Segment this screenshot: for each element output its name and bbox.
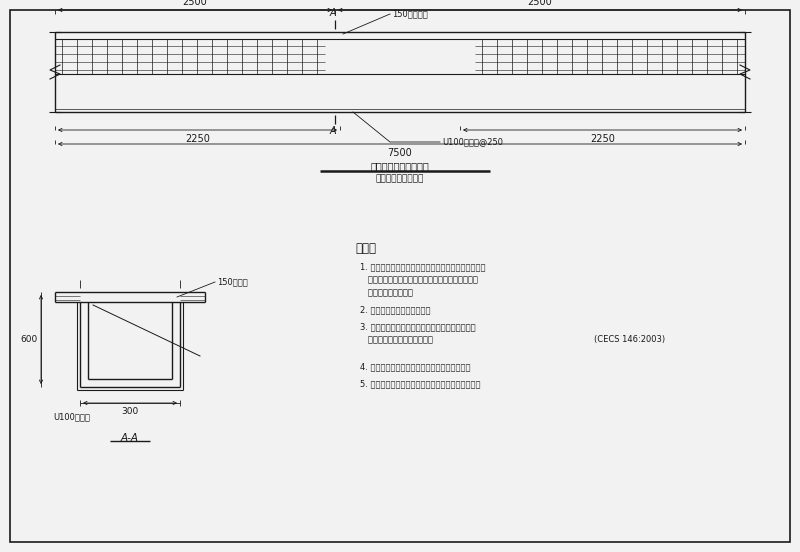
Text: 300: 300 [122, 407, 138, 416]
Text: U100碳纤维@250: U100碳纤维@250 [442, 137, 503, 146]
Text: 2500: 2500 [182, 0, 207, 7]
Text: A: A [330, 8, 336, 18]
Text: 根据现场实际情况确定，不应擅自修改施工图纸，: 根据现场实际情况确定，不应擅自修改施工图纸， [360, 275, 478, 284]
Text: 2250: 2250 [590, 134, 615, 144]
Text: 2500: 2500 [528, 0, 552, 7]
Text: 说明：: 说明： [355, 242, 376, 255]
Text: 2. 材料：碳纤维布及配套胶。: 2. 材料：碳纤维布及配套胶。 [360, 305, 430, 314]
Text: 应征得设计者同意。: 应征得设计者同意。 [360, 288, 413, 297]
Text: 梁抗剪补强加固示意图: 梁抗剪补强加固示意图 [370, 161, 430, 171]
Text: (CECS 146:2003): (CECS 146:2003) [594, 335, 665, 344]
Text: 3. 严格按照《碳纤维片材加固修复混凝土结构技术: 3. 严格按照《碳纤维片材加固修复混凝土结构技术 [360, 322, 476, 331]
Text: 5. 本图纸尺寸单位均为毫米，请环境符合相关规范。: 5. 本图纸尺寸单位均为毫米，请环境符合相关规范。 [360, 379, 481, 388]
Text: A-A: A-A [121, 433, 139, 443]
Text: 粘贴Ｕ型碳纤维箍条: 粘贴Ｕ型碳纤维箍条 [376, 174, 424, 183]
Text: 2250: 2250 [185, 134, 210, 144]
Text: 4. 加固施工中应注意基本构造施工要符合规范。: 4. 加固施工中应注意基本构造施工要符合规范。 [360, 362, 470, 371]
Text: 7500: 7500 [388, 148, 412, 158]
Text: 150碳纤维: 150碳纤维 [217, 278, 248, 286]
Text: 1. 施工前应核实现场尺寸，若有偏差，具体布置范围应: 1. 施工前应核实现场尺寸，若有偏差，具体布置范围应 [360, 262, 486, 271]
Text: 150碳纤维布: 150碳纤维布 [392, 9, 428, 19]
Text: U100碳纤维: U100碳纤维 [53, 412, 90, 422]
Text: 规程》之规定进行施工操作。: 规程》之规定进行施工操作。 [360, 335, 433, 344]
Text: A: A [330, 126, 336, 136]
Text: 600: 600 [21, 335, 38, 344]
